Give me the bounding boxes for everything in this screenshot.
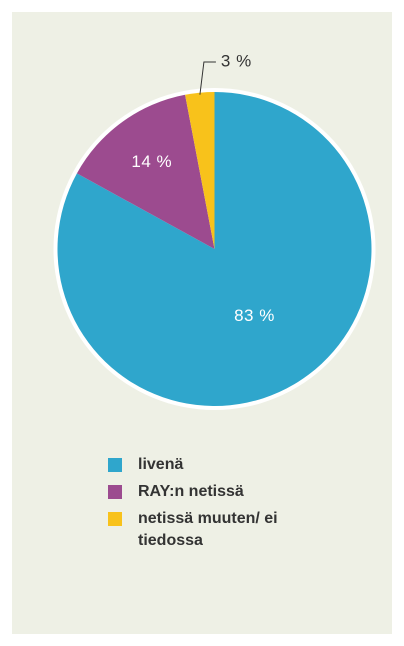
pie-slice (57, 92, 372, 406)
slice-label: 3 % (221, 51, 252, 70)
pie-slice (76, 94, 215, 249)
legend-item: netissä muuten/ ei tiedossa (108, 508, 308, 552)
legend-swatch (108, 458, 122, 472)
legend: livenä RAY:n netissä netissä muuten/ ei ti… (108, 454, 308, 557)
pie-slice (185, 92, 215, 249)
legend-item: livenä (108, 454, 308, 476)
legend-item: RAY:n netissä (108, 481, 308, 503)
legend-swatch (108, 512, 122, 526)
legend-label: livenä (138, 456, 184, 473)
legend-label: netissä muuten/ ei tiedossa (138, 510, 278, 549)
slice-label: 14 % (131, 152, 172, 171)
legend-swatch (108, 485, 122, 499)
legend-label: RAY:n netissä (138, 483, 244, 500)
leader-line (199, 61, 216, 95)
slice-label: 83 % (234, 306, 275, 325)
